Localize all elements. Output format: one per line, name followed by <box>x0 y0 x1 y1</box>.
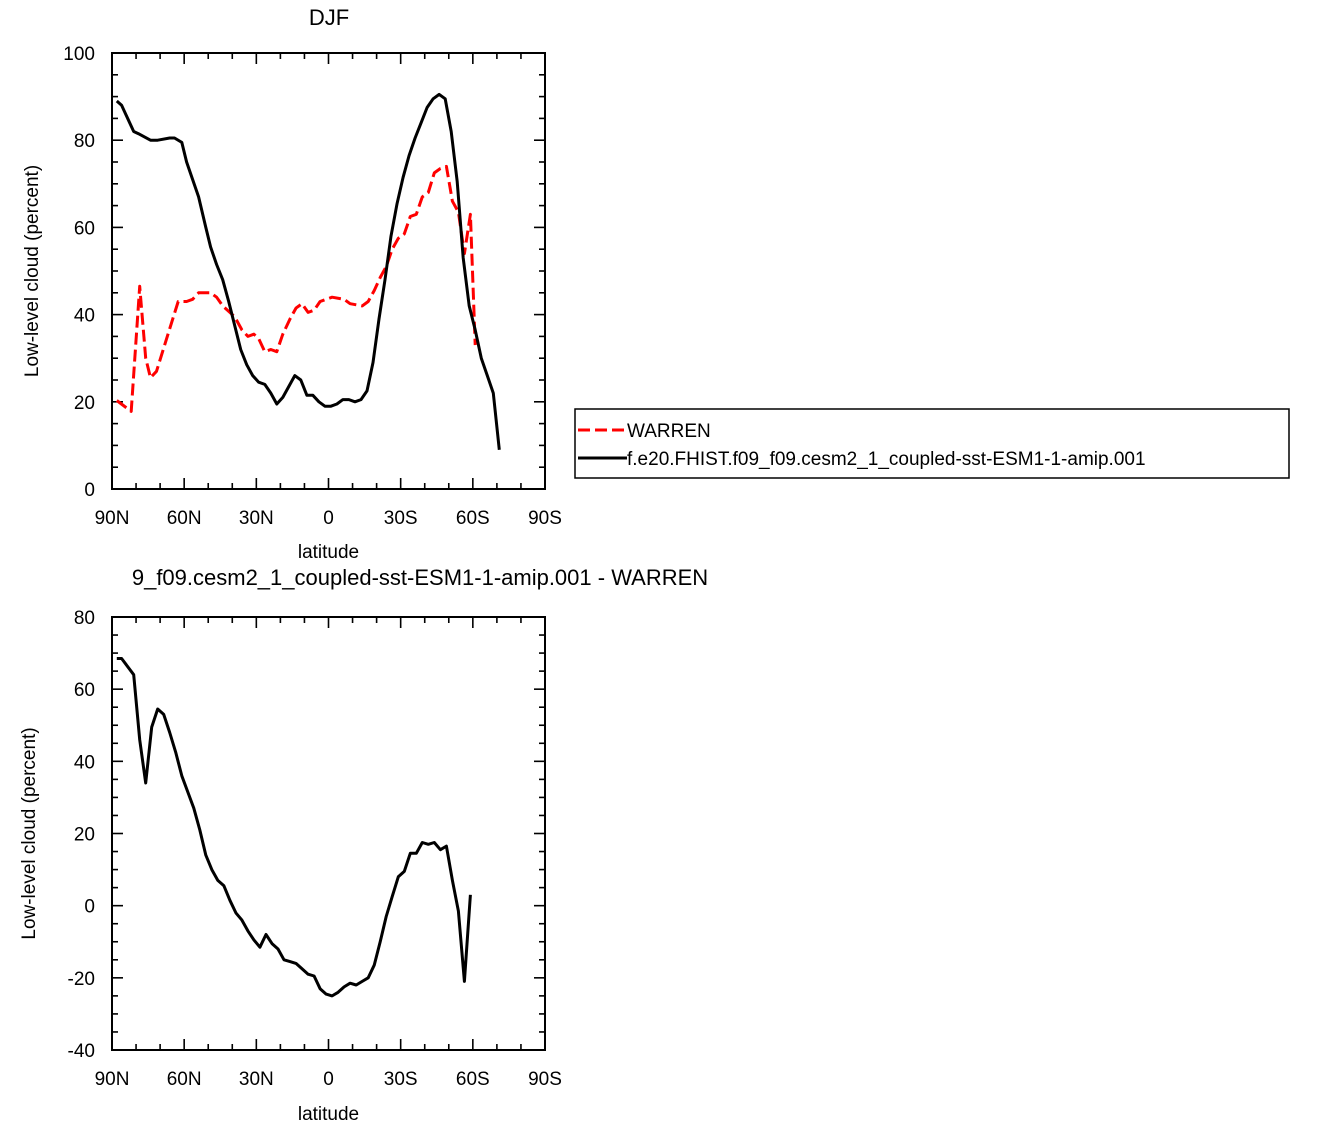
y-tick-label: 0 <box>84 480 95 501</box>
y-axis-label: Low-level cloud (percent) <box>19 727 40 939</box>
series-line-1 <box>115 164 477 413</box>
x-tick-label: 60S <box>456 1069 490 1090</box>
y-tick-label: 20 <box>74 393 95 414</box>
x-tick-label: 30S <box>384 1069 418 1090</box>
x-tick-label: 90S <box>528 508 562 529</box>
y-axis-label: Low-level cloud (percent) <box>22 165 43 377</box>
x-tick-label: 60S <box>456 508 490 529</box>
y-tick-label: 80 <box>74 608 95 629</box>
legend-label: f.e20.FHIST.f09_f09.cesm2_1_coupled-sst-… <box>627 449 1146 470</box>
series-line-2 <box>115 92 501 450</box>
x-tick-label: 90N <box>95 508 130 529</box>
y-tick-label: 0 <box>84 897 95 918</box>
y-tick-label: -20 <box>68 969 95 990</box>
x-tick-label: 0 <box>323 508 334 529</box>
y-tick-label: 20 <box>74 825 95 846</box>
x-tick-label: 60N <box>167 508 202 529</box>
plot-frame <box>111 52 546 490</box>
chart-title: 9_f09.cesm2_1_coupled-sst-ESM1-1-amip.00… <box>132 565 708 590</box>
x-tick-label: 30N <box>239 1069 274 1090</box>
series-line-1 <box>116 657 472 998</box>
legend: WARREN f.e20.FHIST.f09_f09.cesm2_1_couple… <box>574 408 1290 479</box>
y-tick-label: 60 <box>74 218 95 239</box>
y-tick-label: 40 <box>74 306 95 327</box>
legend-box <box>574 408 1290 479</box>
plot-frame <box>111 616 546 1051</box>
x-tick-label: 90S <box>528 1069 562 1090</box>
y-tick-label: 100 <box>63 44 95 65</box>
x-tick-label: 30S <box>384 508 418 529</box>
x-tick-label: 0 <box>323 1069 334 1090</box>
legend-label: WARREN <box>627 421 711 442</box>
y-tick-label: 60 <box>74 680 95 701</box>
chart-panel-2: 9_f09.cesm2_1_coupled-sst-ESM1-1-amip.00… <box>19 565 708 1125</box>
y-tick-label: -40 <box>68 1041 95 1062</box>
x-axis-label: latitude <box>298 1104 359 1125</box>
y-tick-label: 40 <box>74 752 95 773</box>
x-tick-label: 30N <box>239 508 274 529</box>
x-tick-label: 60N <box>167 1069 202 1090</box>
x-axis-label: latitude <box>298 542 359 563</box>
chart-title: DJF <box>309 5 349 30</box>
chart-panel-1: DJF 0 20 40 60 80 100 90N 60N 30N 0 30S 60S 90S latitu… <box>22 5 1290 563</box>
x-tick-label: 90N <box>95 1069 130 1090</box>
y-tick-label: 80 <box>74 131 95 152</box>
